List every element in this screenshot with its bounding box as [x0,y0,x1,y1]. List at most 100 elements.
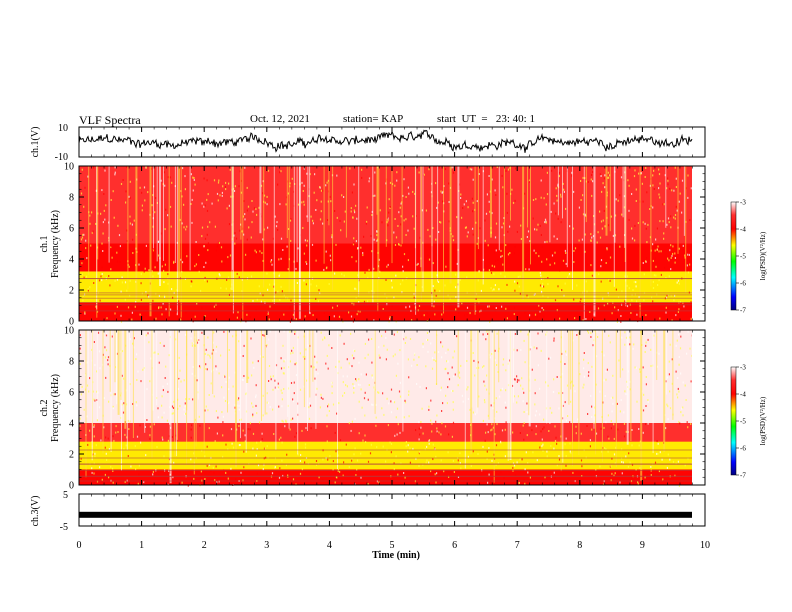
spectrogram-sferic [240,330,241,439]
spectrogram-speckle [448,182,450,185]
spectrogram-sferic [578,330,580,456]
spectrogram-speckle [535,433,537,436]
spectrogram-speckle [167,214,169,217]
spectrogram-speckle [642,366,644,369]
spectrogram-speckle [93,398,95,401]
spectrogram-speckle [591,174,593,176]
spectrogram-speckle [541,260,543,263]
spectrogram-speckle [590,233,592,236]
spectrogram-sferic [605,166,608,236]
spectrogram-speckle [646,191,648,194]
spectrogram-speckle [598,273,600,276]
spectrogram-speckle [620,176,623,179]
freq-tick-label: 8 [69,193,74,204]
spectrogram-speckle [613,423,615,426]
spectrogram-speckle [234,185,236,188]
spectrogram-speckle [628,287,630,290]
spectrogram-speckle [407,259,409,262]
spectrogram-speckle [271,472,274,475]
spectrogram-speckle [432,458,434,461]
spectrogram-speckle [516,230,518,233]
spectrogram-speckle [435,481,437,484]
spectrogram-speckle [493,265,496,268]
spectrogram-speckle [438,231,440,233]
spectrogram-speckle [112,435,114,438]
spectrogram-speckle [421,286,423,289]
spectrogram-speckle [580,459,583,462]
spectrogram-speckle [444,168,447,171]
spectrogram-speckle [96,419,98,422]
spectrogram-speckle [665,306,667,309]
spectrogram-speckle [652,206,654,209]
spectrogram-speckle [502,186,504,189]
spectrogram-sferic [114,330,116,383]
spectrogram-speckle [333,315,335,318]
spectrogram-speckle [205,261,207,264]
spectrogram-speckle [471,168,473,171]
spectrogram-speckle [647,223,649,226]
spectrogram-speckle [327,458,329,461]
spectrogram-speckle [332,468,334,471]
spectrogram-speckle [94,399,96,402]
spectrogram-speckle [128,195,130,198]
spectrogram-speckle [594,414,596,417]
spectrogram-speckle [479,227,481,230]
spectrogram-speckle [100,212,102,215]
spectrogram-speckle [545,221,547,224]
spectrogram-speckle [141,204,143,207]
spectrogram-speckle [494,433,496,436]
spectrogram-speckle [614,472,616,475]
spectrogram-speckle [634,239,636,242]
spectrogram-speckle [105,376,107,379]
spectrogram-speckle [645,314,647,317]
spectrogram-speckle [160,306,162,309]
spectrogram-speckle [266,445,268,448]
spectrogram-speckle [89,214,91,217]
spectrogram-speckle [162,438,164,441]
spectrogram-speckle [659,196,661,199]
spectrogram-speckle [327,219,329,221]
spectrogram-speckle [423,314,425,317]
spectrogram-speckle [191,221,193,224]
spectrogram-speckle [155,292,157,295]
spectrogram-speckle [612,396,614,399]
spectrogram-speckle [407,358,409,361]
spectrogram-speckle [289,330,291,333]
spectrogram-speckle [638,428,640,430]
spectrogram-speckle [147,332,149,335]
spectrogram-speckle [435,182,437,185]
spectrogram-speckle [521,458,523,461]
spectrogram-sferic [189,166,191,271]
spectrogram-speckle [569,225,571,228]
spectrogram-speckle [156,304,159,307]
spectrogram-speckle [604,186,606,189]
spectrogram-speckle [471,197,473,200]
spectrogram-speckle [413,296,415,299]
spectrogram-sferic [431,166,433,307]
spectrogram-speckle [619,194,621,197]
spectrogram-speckle [89,222,91,225]
spectrogram-speckle [339,439,342,442]
spectrogram-speckle [475,247,477,249]
spectrogram-speckle [283,388,285,390]
spectrogram-speckle [342,394,344,397]
spectrogram-speckle [526,410,528,413]
spectrogram-speckle [386,348,388,351]
spectrogram-line [79,294,692,296]
spectrogram-speckle [681,211,683,214]
spectrogram-speckle [637,482,639,485]
spectrogram-speckle [514,474,517,477]
spectrogram-speckle [103,209,105,212]
spectrogram-speckle [425,209,427,212]
spectrogram-sferic [568,330,570,405]
spectrogram-speckle [163,294,166,297]
ch1-colorbar-label: log(PSD)(V²/Hz) [759,231,767,280]
spectrogram-speckle [283,366,285,369]
spectrogram-speckle [407,229,409,232]
spectrogram-speckle [145,454,147,457]
spectrogram-sferic [391,166,393,264]
spectrogram-speckle [242,429,244,432]
spectrogram-speckle [502,222,505,225]
spectrogram-speckle [364,414,366,417]
spectrogram-speckle [578,206,580,209]
